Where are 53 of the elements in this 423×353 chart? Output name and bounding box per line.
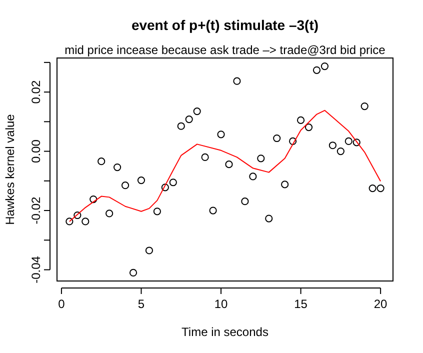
point — [289, 137, 297, 146]
point — [153, 208, 161, 216]
point — [281, 180, 289, 188]
y-tick-label: 0.00 — [29, 139, 43, 163]
point — [185, 116, 193, 124]
point — [82, 218, 90, 226]
point — [209, 206, 217, 214]
point — [169, 178, 177, 186]
y-tick-label: 0.02 — [29, 80, 43, 104]
point — [328, 142, 336, 150]
point — [145, 246, 154, 254]
x-tick-label: 20 — [374, 297, 388, 311]
x-tick-label: 5 — [138, 297, 145, 311]
point — [106, 210, 114, 218]
point — [137, 176, 146, 184]
point — [98, 158, 106, 166]
point — [376, 184, 384, 192]
x-tick-label: 0 — [58, 297, 66, 311]
point — [201, 153, 209, 162]
point — [352, 138, 360, 146]
chart-title: event of p+(t) stimulate –3(t) — [131, 17, 319, 33]
point — [121, 182, 130, 190]
point — [90, 195, 98, 204]
point — [265, 214, 273, 222]
point — [304, 124, 313, 132]
point — [114, 163, 122, 172]
point — [241, 198, 249, 206]
point — [360, 102, 368, 110]
point — [312, 66, 321, 74]
point — [257, 154, 265, 162]
point — [129, 268, 138, 277]
x-tick-label: 15 — [294, 297, 308, 311]
point — [177, 122, 185, 130]
point — [296, 116, 305, 124]
y-tick-label: -0.02 — [29, 196, 43, 224]
point — [320, 62, 329, 70]
point — [344, 137, 352, 146]
point — [273, 134, 281, 142]
point — [233, 77, 241, 85]
x-axis-title: Time in seconds — [182, 325, 268, 339]
point — [249, 172, 257, 180]
point — [161, 184, 169, 192]
point — [217, 130, 225, 138]
point — [193, 108, 201, 116]
point — [225, 160, 233, 168]
point — [74, 211, 82, 220]
point — [368, 184, 376, 192]
y-axis-title: Hawkes kernel value — [3, 114, 17, 225]
point — [66, 218, 74, 226]
y-tick-label: -0.04 — [29, 256, 43, 284]
chart-subtitle: mid price incease because ask trade –> trade@3rd bid price — [64, 43, 386, 57]
x-tick-label: 10 — [214, 297, 228, 311]
point — [336, 147, 344, 156]
